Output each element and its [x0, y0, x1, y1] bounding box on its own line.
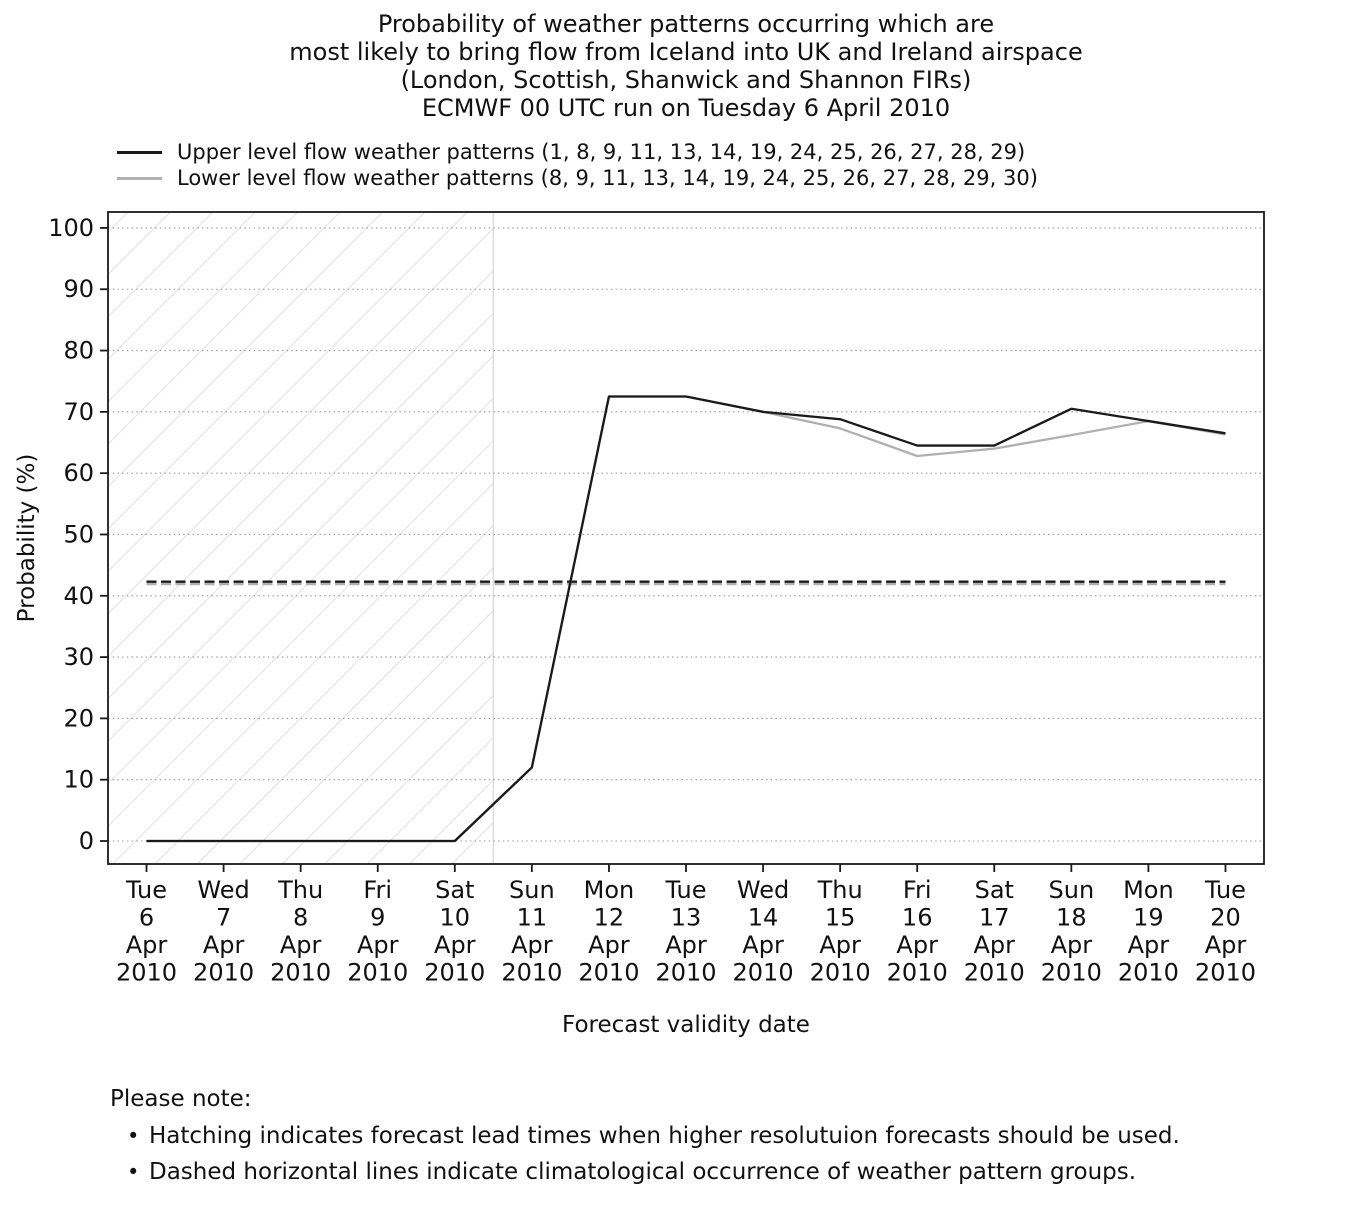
- chart-title-line-1: Probability of weather patterns occurrin…: [377, 10, 995, 38]
- legend-label-lower: Lower level flow weather patterns (8, 9,…: [177, 166, 1038, 190]
- x-tick-label: Fri 9 Apr 2010: [347, 876, 408, 987]
- legend-label-upper: Upper level flow weather patterns (1, 8,…: [177, 140, 1026, 164]
- x-tick-label: Mon 12 Apr 2010: [578, 876, 639, 987]
- y-tick-label: 100: [48, 214, 94, 242]
- y-tick-label: 70: [63, 398, 94, 426]
- y-tick-label: 90: [63, 275, 94, 303]
- chart-legend: Upper level flow weather patterns (1, 8,…: [117, 139, 1038, 191]
- legend-item-lower-level: Lower level flow weather patterns (8, 9,…: [117, 165, 1038, 191]
- chart-title-line-3: (London, Scottish, Shanwick and Shannon …: [400, 66, 972, 94]
- notes: Please note: • Hatching indicates foreca…: [110, 1086, 1180, 1187]
- lower-line-sample: [117, 176, 162, 180]
- x-tick-label: Wed 14 Apr 2010: [733, 876, 794, 987]
- series-line: [146, 395, 1226, 843]
- x-tick-label: Wed 7 Apr 2010: [193, 876, 254, 987]
- y-tick-label: 40: [63, 582, 94, 610]
- x-tick-label: Fri 16 Apr 2010: [887, 876, 948, 987]
- x-tick-label: Mon 19 Apr 2010: [1118, 876, 1179, 987]
- y-tick-label: 60: [63, 459, 94, 487]
- note-dashed-lines-text: Dashed horizontal lines indicate climato…: [149, 1159, 1137, 1185]
- upper-line-sample: [117, 150, 162, 154]
- probability-line-chart: Tue 6 Apr 2010 Wed 7 Apr 2010 Thu 8 Apr 2010 Fri 9 Apr…: [48, 211, 1265, 987]
- note-hatching: • Hatching indicates forecast lead times…: [110, 1122, 1180, 1151]
- y-tick-label: 30: [63, 643, 94, 671]
- bullet-icon: •: [127, 1160, 140, 1184]
- note-hatching-text: Hatching indicates forecast lead times w…: [149, 1123, 1180, 1149]
- y-tick-label: 20: [63, 704, 94, 732]
- y-tick-label: 50: [63, 520, 94, 548]
- notes-heading: Please note:: [110, 1086, 252, 1112]
- x-tick-label: Sun 18 Apr 2010: [1041, 876, 1102, 987]
- x-tick-label: Tue 13 Apr 2010: [655, 876, 716, 987]
- chart-title: Probability of weather patterns occurrin…: [0, 10, 1366, 122]
- note-dashed-lines: • Dashed horizontal lines indicate clima…: [110, 1158, 1180, 1187]
- y-axis-label: Probability (%): [14, 453, 40, 623]
- y-tick-label: 0: [79, 827, 94, 855]
- x-tick-label: Thu 8 Apr 2010: [270, 876, 331, 987]
- y-tick-label: 10: [63, 766, 94, 794]
- x-tick-label: Tue 20 Apr 2010: [1195, 876, 1256, 987]
- bullet-icon: •: [127, 1124, 140, 1148]
- chart-title-line-2: most likely to bring flow from Iceland i…: [289, 38, 1083, 66]
- x-tick-label: Sat 17 Apr 2010: [964, 876, 1025, 987]
- x-axis-label: Forecast validity date: [562, 1012, 810, 1038]
- chart-title-line-4: ECMWF 00 UTC run on Tuesday 6 April 2010: [421, 94, 951, 122]
- x-tick-label: Thu 15 Apr 2010: [810, 876, 871, 987]
- hatched-region: [108, 212, 494, 864]
- x-tick-label: Sat 10 Apr 2010: [424, 876, 485, 987]
- x-tick-label: Sun 11 Apr 2010: [501, 876, 562, 987]
- legend-item-upper-level: Upper level flow weather patterns (1, 8,…: [117, 139, 1038, 165]
- y-tick-label: 80: [63, 337, 94, 365]
- x-tick-label: Tue 6 Apr 2010: [116, 876, 177, 987]
